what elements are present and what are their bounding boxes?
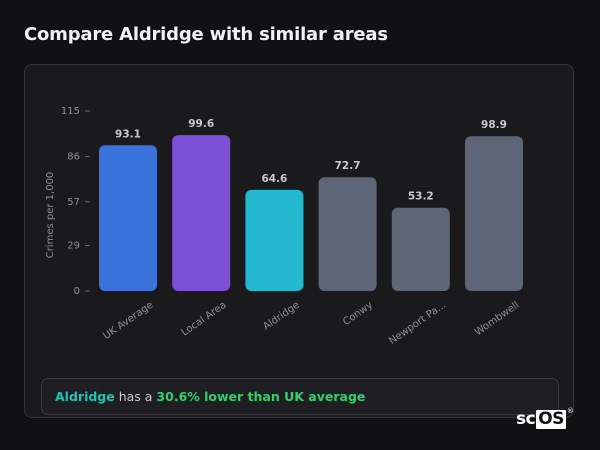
y-axis-label: Crimes per 1,000 — [45, 172, 56, 259]
x-tick-label: Aldridge — [261, 300, 301, 333]
y-axis: 0 29 57 86 115 — [61, 106, 90, 297]
logo-text: sc — [516, 409, 536, 429]
x-tick-label: Conwy — [341, 300, 375, 328]
value-labels-group: 93.1 99.6 64.6 72.7 53.2 98.9 — [115, 118, 507, 203]
bar-value-label: 72.7 — [335, 160, 361, 172]
bar-newport-pa[interactable] — [391, 207, 450, 291]
page-title: Compare Aldridge with similar areas — [24, 24, 388, 45]
bar-value-label: 99.6 — [188, 118, 214, 130]
x-tick-label: Local Area — [180, 300, 229, 339]
bar-chart: 0 29 57 86 115 Crimes per 1,000 93.1 99.6 64.6… — [45, 106, 523, 347]
y-tick-label: 57 — [67, 197, 80, 208]
summary-box: Aldridge has a 30.6% lower than UK avera… — [41, 378, 559, 415]
y-tick-label: 115 — [61, 106, 80, 117]
bar-conwy[interactable] — [318, 177, 377, 291]
x-tick-label: Wombwell — [473, 300, 521, 338]
logo-box-text: OS — [536, 408, 566, 429]
summary-difference: 30.6% lower than UK average — [156, 389, 366, 404]
bar-aldridge[interactable] — [245, 189, 304, 291]
scos-logo: sc OS ® — [516, 407, 574, 430]
y-tick-label: 29 — [67, 241, 80, 252]
x-tick-labels-group: UK Average Local Area Aldridge Conwy Newport… — [101, 300, 521, 347]
bar-wombwell[interactable] — [465, 136, 523, 291]
y-tick-label: 0 — [74, 286, 80, 297]
bars-group — [99, 135, 523, 291]
chart-card: 0 29 57 86 115 Crimes per 1,000 93.1 99.6 64.6… — [24, 64, 574, 418]
bar-local-area[interactable] — [172, 135, 231, 291]
bar-value-label: 93.1 — [115, 128, 141, 140]
bar-value-label: 98.9 — [481, 119, 507, 131]
bar-value-label: 64.6 — [261, 173, 287, 185]
x-tick-label: Newport Pa... — [387, 300, 448, 347]
bar-uk-average[interactable] — [99, 145, 157, 291]
y-tick-label: 86 — [67, 151, 80, 162]
registered-mark: ® — [566, 407, 574, 415]
summary-area-name: Aldridge — [55, 389, 115, 404]
x-tick-label: UK Average — [101, 300, 155, 342]
summary-text: has a — [114, 389, 157, 404]
bar-value-label: 53.2 — [408, 191, 434, 203]
